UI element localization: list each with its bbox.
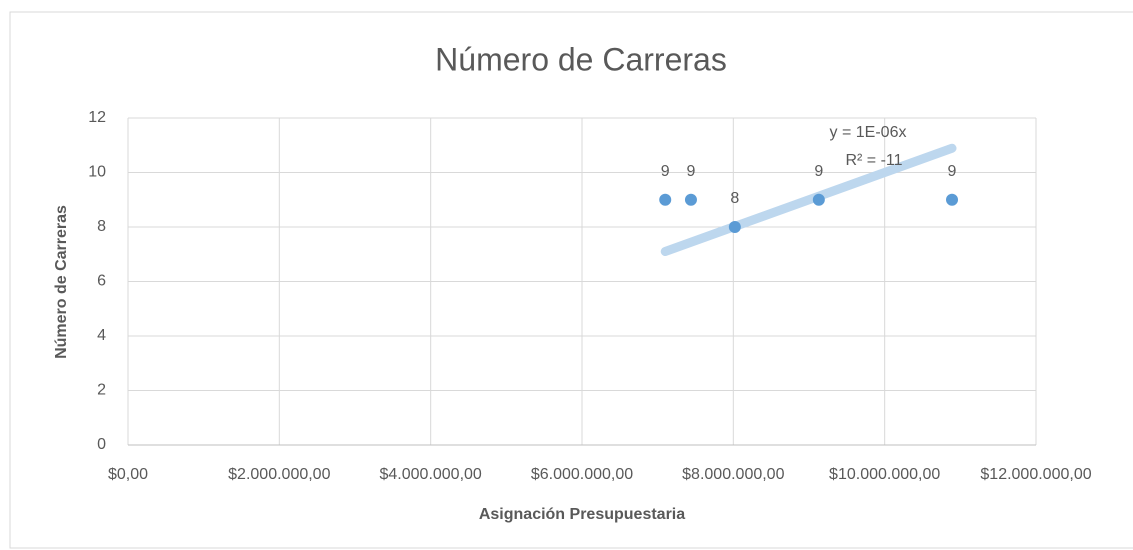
x-tick-label: $2.000.000,00 — [228, 466, 330, 483]
data-label: 9 — [814, 163, 823, 180]
point — [684, 193, 697, 206]
y-axis-label: Número de Carreras — [53, 205, 70, 359]
x-tick-label: $0,00 — [108, 466, 148, 483]
x-tick-label: $6.000.000,00 — [531, 466, 633, 483]
point — [946, 193, 959, 206]
x-tick-label: $8.000.000,00 — [682, 466, 784, 483]
data-label: 9 — [948, 163, 957, 180]
x-tick-label: $10.000.000,00 — [829, 466, 940, 483]
data-label: 9 — [661, 163, 670, 180]
x-tick-label: $4.000.000,00 — [380, 466, 482, 483]
trendline — [660, 143, 957, 257]
point — [812, 193, 825, 206]
trendline-r2: R² = -11 — [845, 152, 902, 169]
data-label: 9 — [687, 163, 696, 180]
x-axis-label: Asignación Presupuestaria — [479, 506, 685, 523]
y-tick-label: 10 — [88, 164, 106, 181]
x-tick-label: $12.000.000,00 — [980, 466, 1091, 483]
y-tick-label: 12 — [88, 109, 106, 126]
point — [659, 193, 672, 206]
y-tick-label: 0 — [97, 436, 106, 453]
y-tick-label: 8 — [97, 218, 106, 235]
trendline-equation: y = 1E-06x — [830, 124, 907, 141]
y-tick-label: 6 — [97, 273, 106, 290]
data-label: 8 — [730, 190, 739, 207]
point — [728, 221, 741, 233]
y-tick-label: 4 — [97, 327, 106, 344]
chart-area — [9, 11, 1133, 549]
chart-title: Número de Carreras — [435, 41, 727, 77]
y-tick-label: 2 — [97, 382, 106, 399]
